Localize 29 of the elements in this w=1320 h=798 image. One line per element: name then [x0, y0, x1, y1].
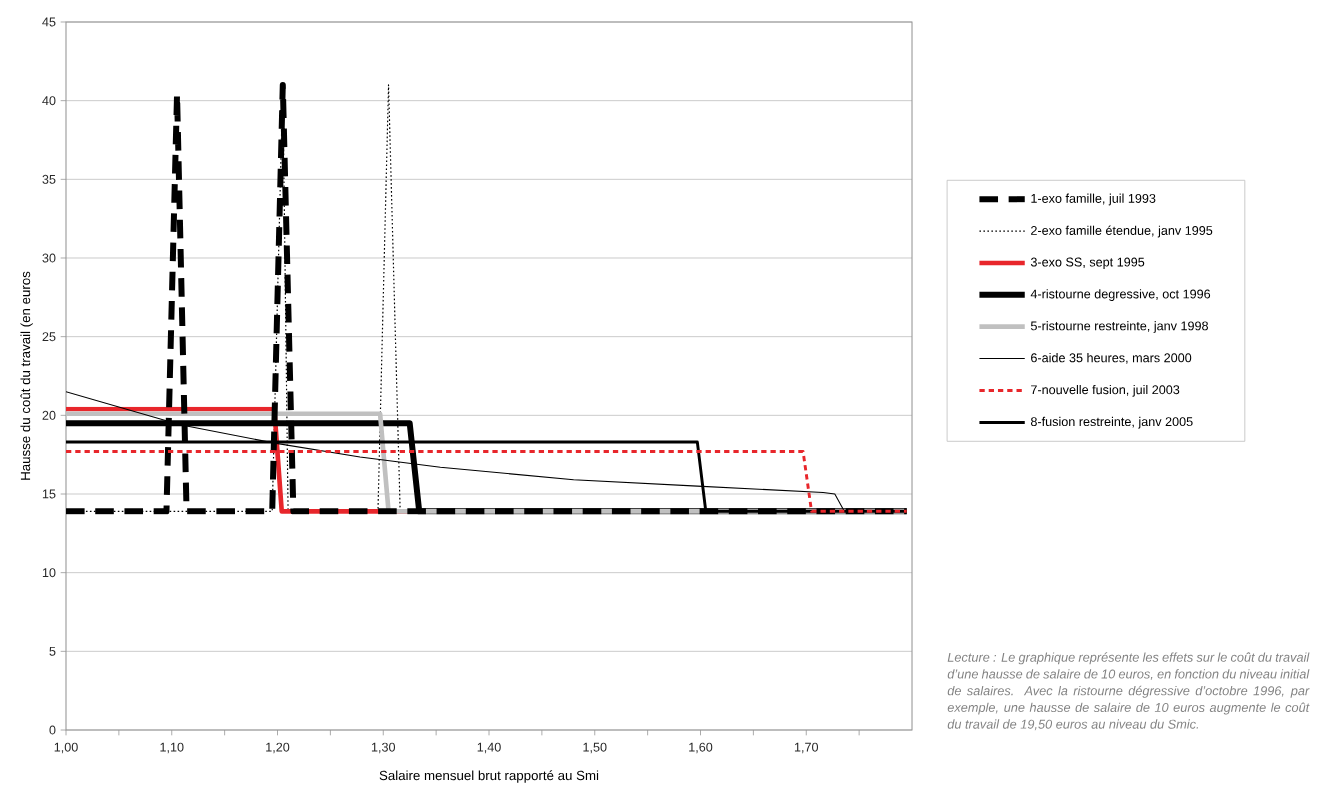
y-tick-label: 0	[49, 725, 56, 735]
x-tick-label: 1,60	[689, 742, 713, 754]
x-axis-title: Salaire mensuel brut rapporté au Smi	[379, 770, 599, 783]
legend-label: 2-exo famille étendue, janv 1995	[1031, 225, 1213, 238]
legend-label: 3-exo SS, sept 1995	[1030, 257, 1145, 270]
text: Lecture : Le graphique représente les effets sur le coût du travail d’une hausse de salaire de 10 euros, en fonction du niveau initial de salaires. Avec la ristourne dégressive d’octobre 1996, par exemple, une hausse de salaire de 10 euros augmente le coût du travail de 19,50 euros au niveau du Smic.	[947, 652, 1310, 731]
x-tick-label: 1,70	[794, 742, 819, 754]
y-tick-label: 20	[42, 410, 56, 420]
legend-label: 4-ristourne degressive, oct 1996	[1030, 289, 1211, 301]
legend-label: 6-aide 35 heures, mars 2000	[1031, 353, 1192, 364]
y-tick-label: 10	[42, 568, 56, 578]
y-tick-label: 30	[42, 253, 56, 263]
y-tick-label: 25	[42, 332, 56, 342]
x-tick-label: 1,10	[160, 742, 184, 754]
x-tick-label: 1,50	[583, 742, 607, 754]
legend-label: 8-fusion restreinte, janv 2005	[1030, 416, 1193, 429]
x-tick-label: 1,40	[477, 742, 501, 754]
y-tick-label: 35	[42, 174, 56, 184]
x-tick-label: 1,00	[54, 742, 78, 754]
y-tick-label: 40	[42, 96, 56, 106]
x-tick-label: 1,20	[266, 742, 290, 754]
y-tick-label: 5	[49, 646, 56, 656]
y-tick-label: 45	[42, 17, 56, 27]
legend-label: 1-exo famille, juil 1993	[1031, 193, 1156, 206]
x-tick-label: 1,30	[371, 742, 396, 754]
y-axis-title: Hausse du coût du travail (en euros	[20, 271, 33, 480]
y-tick-label: 15	[42, 489, 56, 499]
legend-label: 5-ristourne restreinte, janv 1998	[1030, 321, 1209, 333]
legend-label: 7-nouvelle fusion, juil 2003	[1031, 384, 1180, 397]
